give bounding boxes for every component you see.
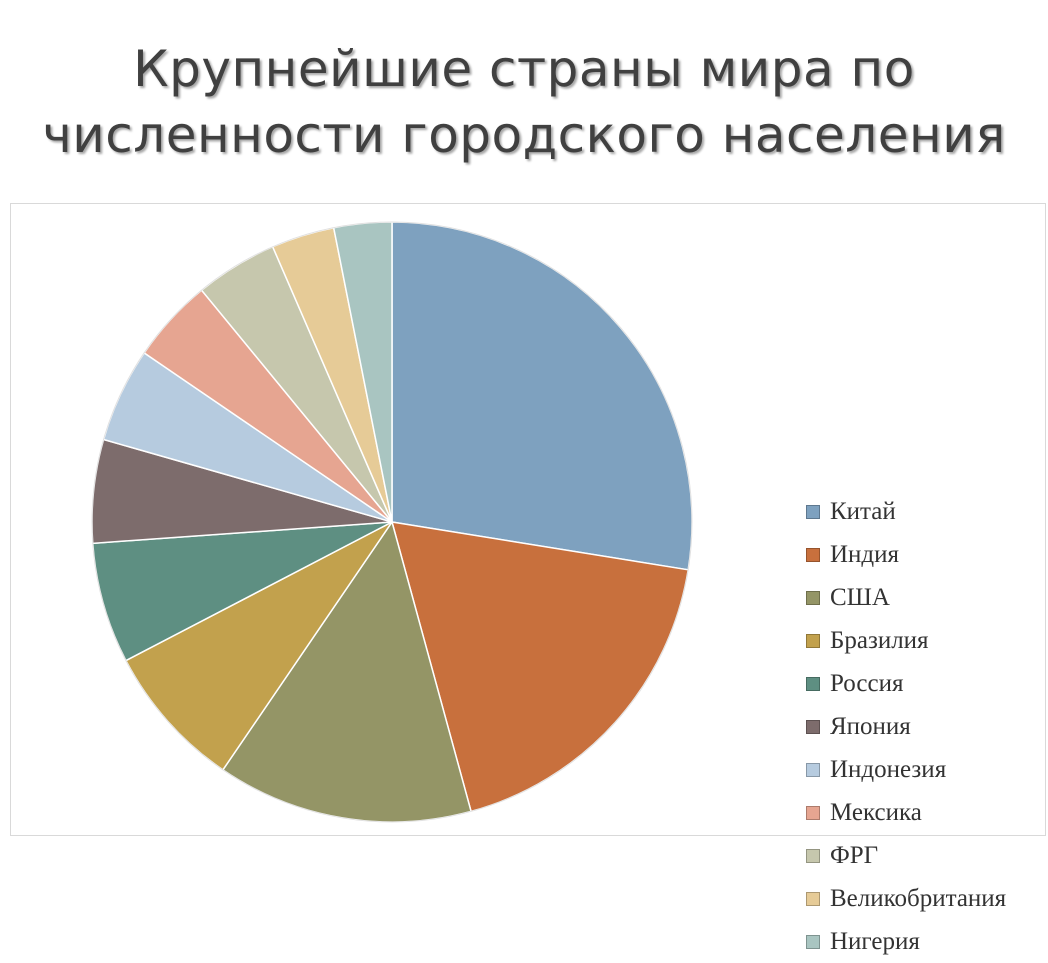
legend-swatch [806,762,820,777]
legend-item-3: США [806,576,1006,619]
legend-label: Россия [830,669,904,697]
pie-slice-2 [390,521,690,813]
legend-label: Нигерия [830,927,920,955]
legend-label: Великобритания [830,884,1007,912]
legend-item-7: Индонезия [806,748,1006,791]
pie-slice-3 [221,520,473,823]
legend-label: Мексика [830,798,922,826]
legend-label: Индонезия [830,755,947,783]
legend-swatch [806,504,820,519]
pie-slice-1 [391,221,693,571]
legend-item-8: Мексика [806,791,1006,834]
legend-swatch [806,805,820,820]
pie-chart [91,221,693,823]
legend-label: Япония [830,712,911,740]
pie-slice-5 [91,521,393,662]
legend-item-10: Великобритания [806,877,1006,920]
legend-label: США [830,583,890,611]
legend-item-9: ФРГ [806,834,1006,877]
legend-item-4: Бразилия [806,619,1006,662]
chart-title-line-2: численности городского населения [42,106,1006,164]
legend-item-11: Нигерия [806,920,1006,963]
legend-label: Бразилия [830,626,929,654]
legend-swatch [806,934,820,949]
legend-item-6: Япония [806,705,1006,748]
legend-swatch [806,633,820,648]
legend-label: Китай [830,497,896,525]
legend-item-2: Индия [806,533,1006,576]
chart-title: Крупнейшие страны мира по численности го… [0,36,1048,168]
legend-item-1: Китай [806,490,1006,533]
pie-slice-4 [124,521,393,771]
pie-slice-11 [332,221,393,523]
legend-swatch [806,848,820,863]
legend-swatch [806,719,820,734]
legend-swatch [806,547,820,562]
legend-swatch [806,590,820,605]
legend-swatch [806,676,820,691]
chart-legend: Китай Индия США Бразилия Россия Япония Индонез… [806,490,1006,963]
legend-label: ФРГ [830,841,879,869]
chart-area: Китай Индия США Бразилия Россия Япония Индонез… [10,203,1046,955]
legend-item-5: Россия [806,662,1006,705]
legend-swatch [806,891,820,906]
pie-outline [91,221,693,823]
chart-title-line-1: Крупнейшие страны мира по [133,40,915,98]
legend-label: Индия [830,540,900,568]
